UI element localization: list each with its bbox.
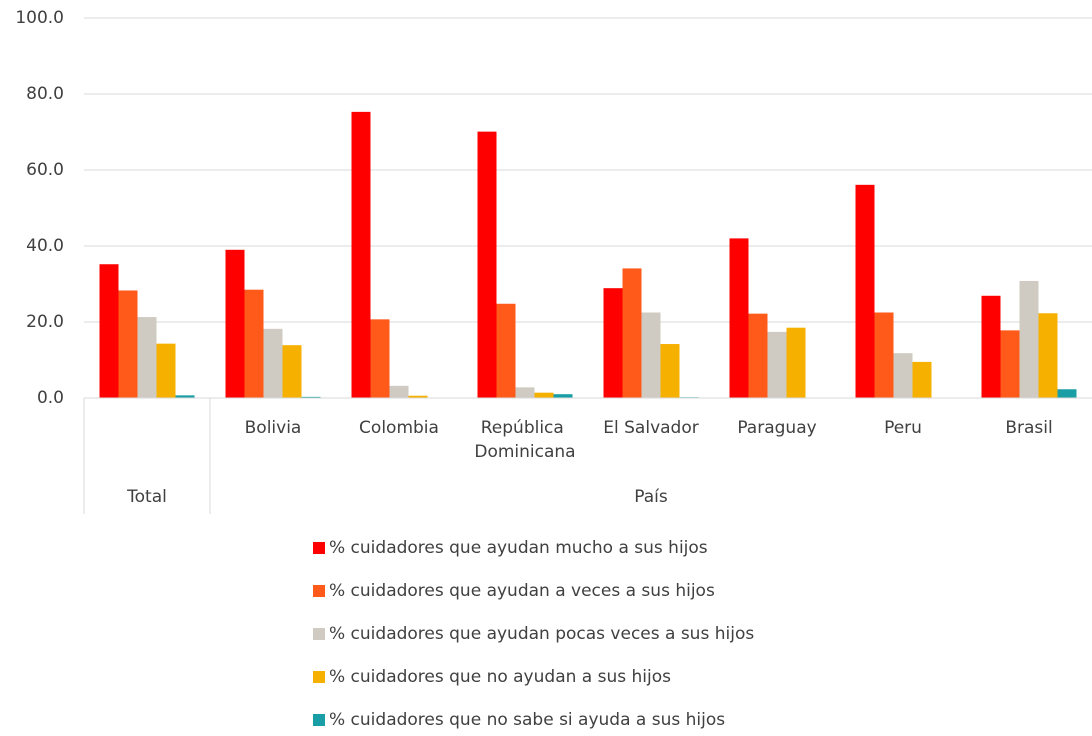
y-tick-label: 100.0	[15, 8, 64, 28]
bar	[244, 289, 264, 398]
bar	[389, 385, 409, 398]
bar	[641, 312, 661, 398]
bar	[981, 295, 1001, 398]
bar	[137, 317, 157, 398]
bar	[175, 395, 195, 398]
bar	[263, 328, 283, 398]
bar	[301, 396, 321, 398]
legend-swatch	[313, 542, 325, 554]
bar	[225, 249, 245, 398]
x-tick-label: Paraguay	[737, 418, 816, 438]
bar	[660, 344, 680, 398]
bar	[1038, 313, 1058, 398]
group-label: País	[634, 487, 668, 507]
bar	[534, 392, 554, 398]
y-tick-label: 40.0	[26, 236, 64, 256]
x-tick-label: República Dominicana	[474, 418, 575, 462]
bar	[156, 343, 176, 398]
legend-swatch	[313, 671, 325, 683]
x-tick-label: Brasil	[1005, 418, 1052, 438]
bar	[1000, 330, 1020, 398]
x-tick-label: El Salvador	[603, 418, 698, 438]
legend-swatch	[313, 585, 325, 597]
bar	[748, 313, 768, 398]
legend-swatch	[313, 714, 325, 726]
bar	[729, 238, 749, 398]
bar	[496, 303, 516, 398]
bar	[515, 387, 535, 398]
bar	[786, 327, 806, 398]
bar	[477, 131, 497, 398]
legend-label: % cuidadores que ayudan a veces a sus hi…	[329, 581, 715, 601]
y-tick-label: 0.0	[37, 388, 64, 408]
bar	[603, 288, 623, 398]
bar	[282, 345, 302, 398]
bar	[99, 264, 119, 398]
legend-label: % cuidadores que ayudan pocas veces a su…	[329, 624, 754, 644]
legend-label: % cuidadores que no sabe si ayuda a sus …	[329, 710, 725, 730]
x-tick-label: Colombia	[359, 418, 439, 438]
group-label: Total	[126, 487, 167, 507]
x-tick-label: Bolivia	[245, 418, 302, 438]
bar	[370, 319, 390, 398]
bar	[874, 312, 894, 398]
bar	[622, 268, 642, 398]
bar	[1057, 389, 1077, 398]
legend-swatch	[313, 628, 325, 640]
bar	[912, 361, 932, 398]
bar	[553, 394, 573, 398]
legend-label: % cuidadores que no ayudan a sus hijos	[329, 667, 671, 687]
bar	[893, 353, 913, 398]
y-tick-label: 80.0	[26, 84, 64, 104]
y-tick-label: 20.0	[26, 312, 64, 332]
x-tick-label: Peru	[884, 418, 922, 438]
y-tick-label: 60.0	[26, 160, 64, 180]
legend-label: % cuidadores que ayudan mucho a sus hijo…	[329, 538, 708, 558]
bar	[408, 395, 428, 398]
bar	[118, 290, 138, 398]
bar	[1019, 280, 1039, 398]
bar	[767, 331, 787, 398]
bar	[351, 111, 371, 399]
bar	[855, 184, 875, 398]
